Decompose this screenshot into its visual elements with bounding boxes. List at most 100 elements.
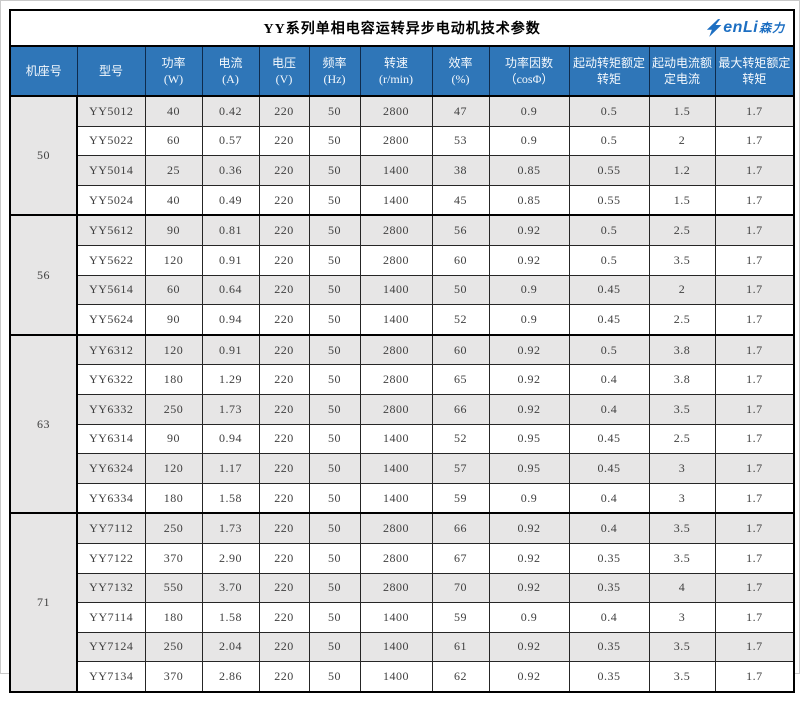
col-header-efficiency: 效率 (%): [431, 45, 490, 97]
value-cell: 3.5: [648, 244, 716, 276]
col-header-label: 起动转矩额定转矩: [572, 55, 645, 86]
value-cell: 120: [144, 453, 203, 484]
page-title: YY系列单相电容运转异步电动机技术参数: [263, 22, 541, 37]
value-cell: 2800: [359, 244, 433, 276]
table-row: 56 YY5612 90 0.81 220 50 2800 56 0.92 0.5 2.5 1.7: [9, 214, 795, 336]
value-cell: 59: [431, 602, 490, 633]
table-row: YY5624 90 0.94 220 50 1400 52 0.9 0.45 2.5 1.7: [10, 304, 795, 336]
value-cell: 2.90: [201, 542, 260, 574]
value-cell: 60: [144, 274, 203, 306]
value-cell: 67: [431, 542, 490, 574]
value-cell: 120: [144, 244, 203, 276]
value-cell: 0.35: [568, 572, 650, 604]
value-cell: 0.35: [568, 542, 650, 574]
value-cell: 0.92: [488, 631, 570, 663]
value-cell: 61: [431, 631, 490, 663]
table-row: YY6324 120 1.17 220 50 1400 57 0.95 0.45 3 1.7: [10, 453, 795, 484]
value-cell: 0.92: [488, 512, 570, 544]
value-cell: 0.9: [488, 94, 570, 127]
value-cell: 220: [258, 631, 310, 663]
value-cell: 2800: [359, 393, 433, 425]
frame-cell: 63: [9, 333, 78, 514]
value-cell: 0.92: [488, 572, 570, 604]
value-cell: 1.7: [714, 572, 795, 604]
value-cell: 50: [308, 274, 361, 306]
value-cell: 180: [144, 482, 203, 514]
value-cell: 40: [144, 184, 203, 216]
value-cell: 0.94: [201, 423, 260, 455]
value-cell: 65: [431, 364, 490, 395]
value-cell: 220: [258, 542, 310, 574]
value-cell: 220: [258, 512, 310, 544]
table-row: YY7132 550 3.70 220 50 2800 70 0.92 0.35 4 1.7: [10, 572, 795, 604]
value-cell: 45: [431, 184, 490, 216]
value-cell: 1.7: [714, 364, 795, 395]
table-row: YY5024 40 0.49 220 50 1400 45 0.85 0.55 1.5 1.7: [10, 184, 795, 216]
value-cell: 1.2: [648, 155, 716, 186]
value-cell: 50: [308, 602, 361, 633]
col-header-max-torque-ratio: 最大转矩额定转矩: [714, 45, 795, 97]
value-cell: 250: [144, 631, 203, 663]
model-cell: YY5612: [76, 214, 146, 246]
model-cell: YY5024: [76, 184, 146, 216]
value-cell: 50: [308, 482, 361, 514]
table-row: YY5622 120 0.91 220 50 2800 60 0.92 0.5 3.5 1.7: [10, 244, 795, 276]
value-cell: 0.35: [568, 661, 650, 693]
value-cell: 0.94: [201, 304, 260, 336]
value-cell: 57: [431, 453, 490, 484]
value-cell: 0.92: [488, 542, 570, 574]
value-cell: 0.92: [488, 364, 570, 395]
value-cell: 38: [431, 155, 490, 186]
value-cell: 0.85: [488, 155, 570, 186]
table-row: YY5022 60 0.57 220 50 2800 53 0.9 0.5 2 1.7: [10, 125, 795, 157]
value-cell: 0.45: [568, 274, 650, 306]
value-cell: 0.45: [568, 453, 650, 484]
value-cell: 3.5: [648, 512, 716, 544]
brand-name-en: enLi: [723, 19, 759, 36]
table-body: 50 YY5012 40 0.42 220 50 2800 47 0.9 0.5 1.5 1.7 YY5…: [9, 94, 795, 693]
model-cell: YY6322: [76, 364, 146, 395]
value-cell: 0.91: [201, 244, 260, 276]
value-cell: 220: [258, 572, 310, 604]
model-cell: YY5022: [76, 125, 146, 157]
col-header-label: 频率: [322, 55, 347, 70]
value-cell: 1.7: [714, 631, 795, 663]
value-cell: 1400: [359, 155, 433, 186]
value-cell: 220: [258, 184, 310, 216]
value-cell: 2.5: [648, 423, 716, 455]
value-cell: 50: [308, 304, 361, 336]
value-cell: 1.7: [714, 214, 795, 246]
value-cell: 60: [431, 244, 490, 276]
value-cell: 1.5: [648, 94, 716, 127]
value-cell: 1.7: [714, 274, 795, 306]
table-row: YY6332 250 1.73 220 50 2800 66 0.92 0.4 3.5 1.7: [10, 393, 795, 425]
model-cell: YY6312: [76, 333, 146, 366]
frame-cell: 71: [9, 512, 78, 693]
col-header-voltage: 电压 (V): [258, 45, 310, 97]
lightning-bolt-icon: [707, 19, 722, 37]
value-cell: 220: [258, 602, 310, 633]
col-header-label: 效率: [448, 55, 473, 70]
value-cell: 0.55: [568, 184, 650, 216]
value-cell: 50: [308, 393, 361, 425]
col-header-model: 型号: [76, 45, 146, 97]
model-cell: YY7132: [76, 572, 146, 604]
value-cell: 0.92: [488, 333, 570, 366]
col-header-label: 功率因数: [504, 55, 553, 70]
value-cell: 0.55: [568, 155, 650, 186]
value-cell: 1.29: [201, 364, 260, 395]
model-cell: YY5622: [76, 244, 146, 276]
value-cell: 3.5: [648, 393, 716, 425]
value-cell: 1400: [359, 482, 433, 514]
col-header-label: 电流: [218, 55, 243, 70]
value-cell: 2: [648, 125, 716, 157]
value-cell: 2800: [359, 333, 433, 366]
value-cell: 0.91: [201, 333, 260, 366]
value-cell: 220: [258, 661, 310, 693]
value-cell: 370: [144, 542, 203, 574]
value-cell: 220: [258, 364, 310, 395]
value-cell: 220: [258, 393, 310, 425]
brand-logo: enLi 森力: [706, 19, 785, 37]
model-cell: YY6332: [76, 393, 146, 425]
table-row: 50 YY5012 40 0.42 220 50 2800 47 0.9 0.5 1.5 1.7: [9, 94, 795, 216]
